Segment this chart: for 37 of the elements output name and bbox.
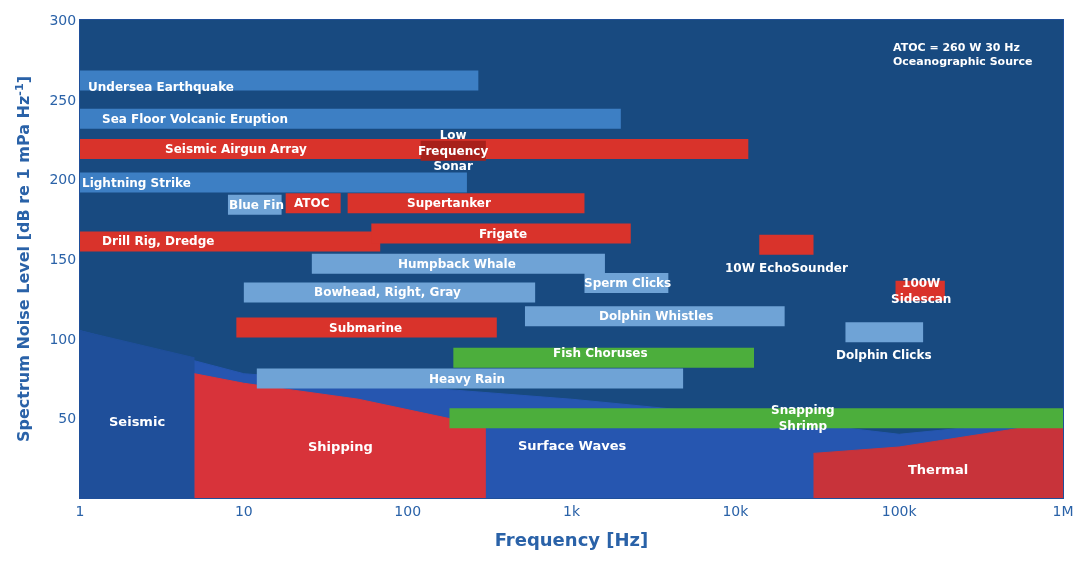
annotation: ATOC = 260 W 30 Hz Oceanographic Source	[893, 41, 1033, 69]
series-label: 10W EchoSounder	[725, 261, 848, 275]
annotation: Snapping Shrimp	[771, 403, 835, 433]
series-label: Shipping	[308, 439, 373, 454]
annotation: ATOC	[294, 196, 330, 210]
annotation: Lightning Strike	[82, 176, 191, 190]
x-tick-label: 10k	[722, 502, 750, 519]
annotation: Supertanker	[407, 196, 492, 210]
y-tick-label: 300	[49, 11, 77, 28]
annotation: Low Frequency Sonar	[418, 128, 489, 174]
series-label: Thermal	[908, 462, 969, 477]
series-label: Surface Waves	[518, 438, 627, 453]
y-tick-label: 100	[49, 330, 77, 347]
annotation: Humpback Whale	[398, 257, 516, 271]
x-tick-label: 100	[394, 502, 422, 519]
series-label: Seismic	[109, 414, 166, 429]
annotation: Heavy Rain	[429, 372, 506, 386]
y-tick-label: 200	[49, 171, 77, 188]
annotation: Seismic Airgun Array	[165, 142, 307, 156]
annotation: Fish Choruses	[553, 346, 648, 360]
annotation: Sea Floor Volcanic Eruption	[102, 112, 288, 126]
annotation: Drill Rig, Dredge	[102, 234, 215, 248]
y-tick-label: 50	[58, 410, 77, 427]
annotation: Bowhead, Right, Gray	[314, 285, 462, 299]
x-tick-label: 1	[75, 502, 85, 519]
x-axis-title: Frequency [Hz]	[494, 528, 649, 550]
series-label: Dolphin Clicks	[836, 348, 932, 362]
x-tick-label: 1M	[1052, 502, 1074, 519]
x-tick-label: 1k	[562, 502, 581, 519]
annotation: Dolphin Whistles	[599, 309, 714, 323]
x-tick-label: 100k	[881, 502, 918, 519]
annotation: Frigate	[479, 227, 528, 241]
y-tick-label: 150	[49, 250, 77, 267]
annotation: Submarine	[329, 321, 403, 335]
x-tick-label: 10	[234, 502, 253, 519]
annotation: Undersea Earthquake	[88, 80, 235, 94]
y-tick-label: 250	[49, 91, 77, 108]
